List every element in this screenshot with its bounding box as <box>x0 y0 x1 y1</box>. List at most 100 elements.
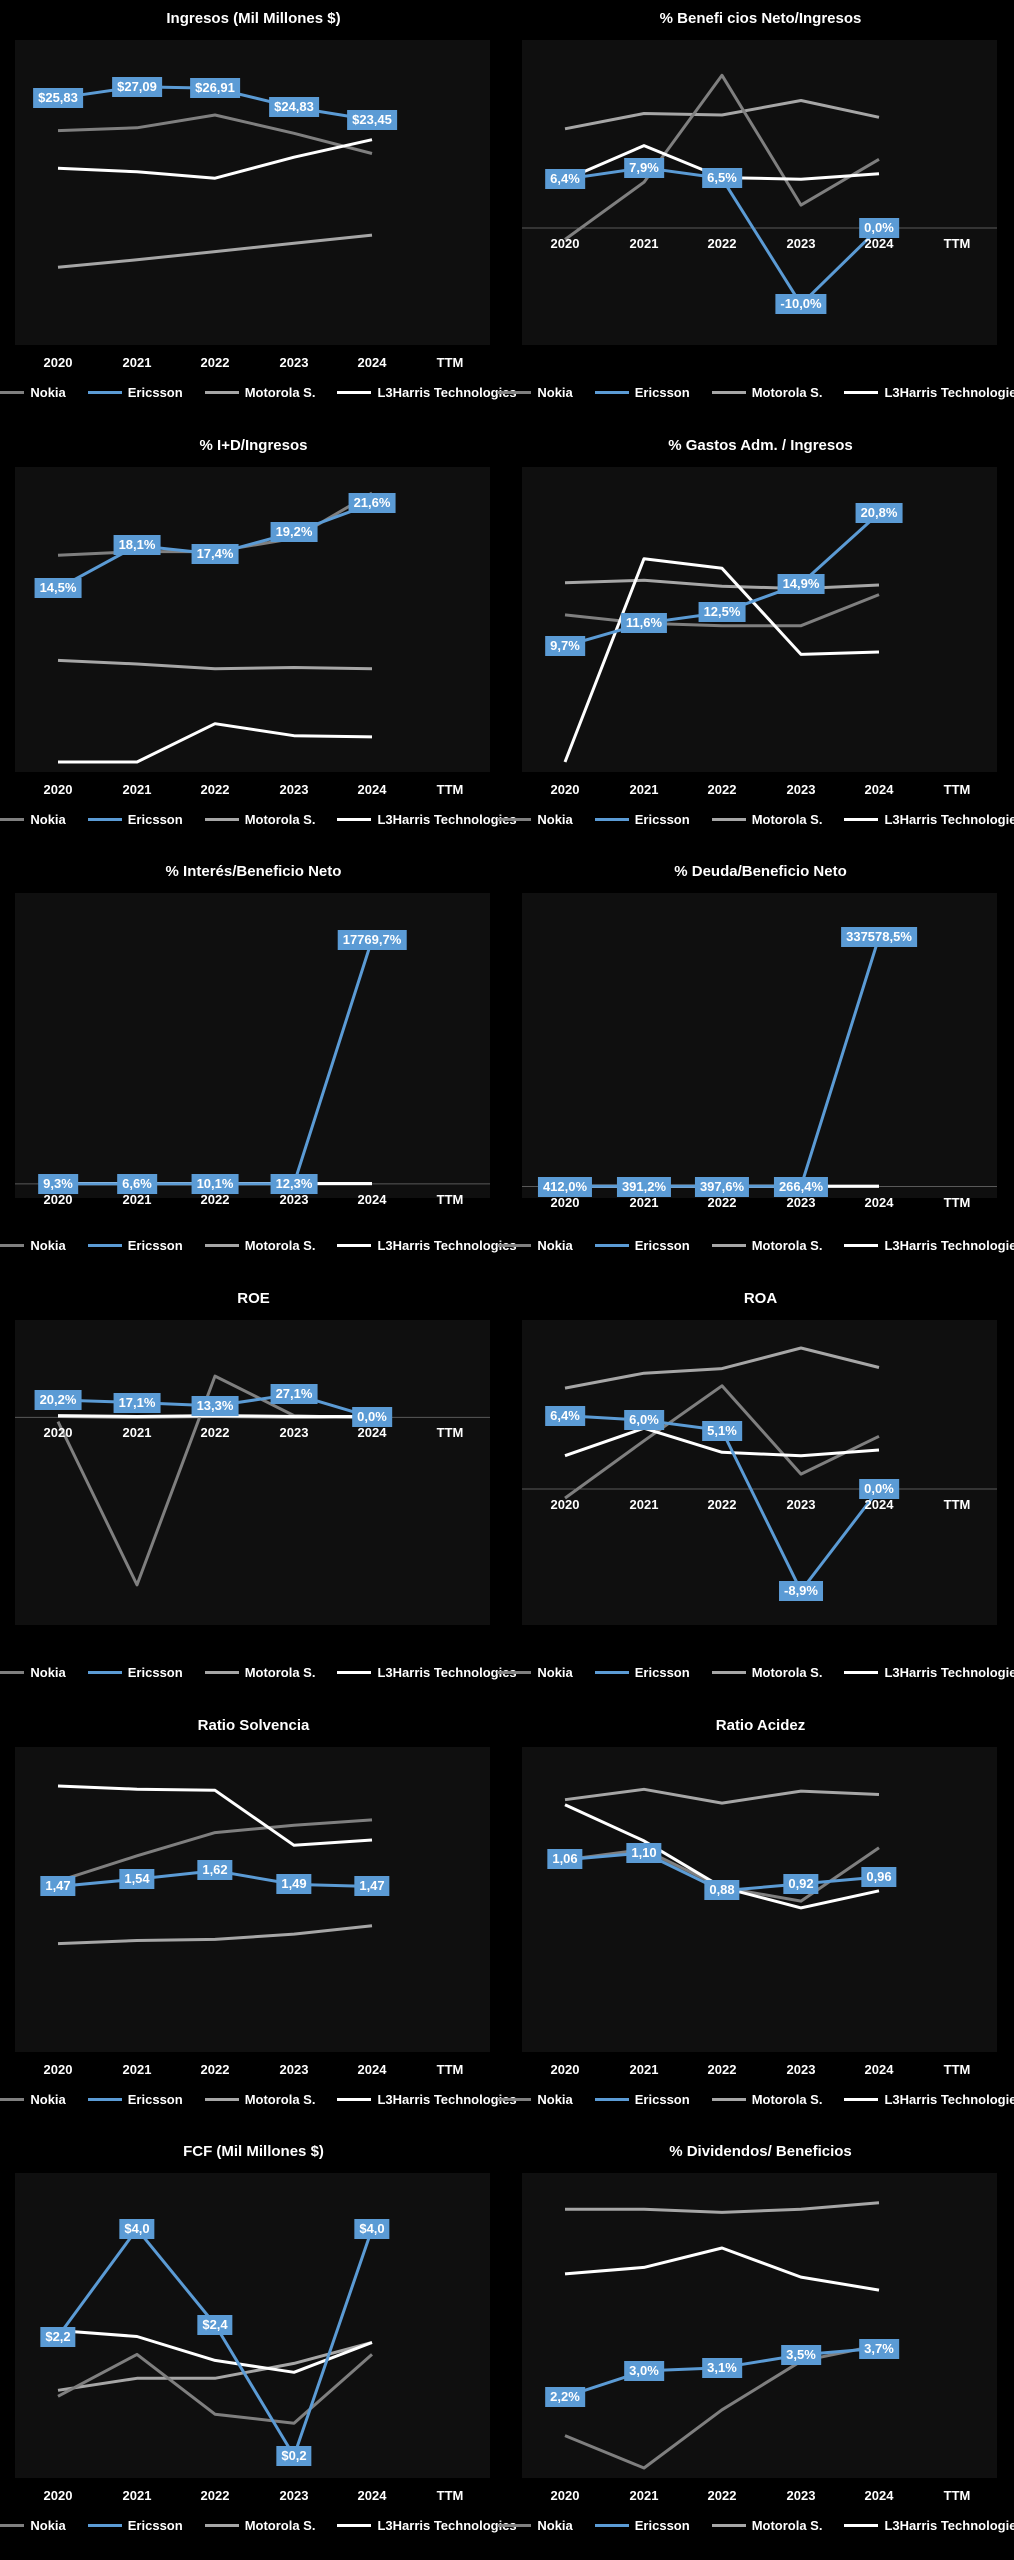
legend-swatch <box>204 391 239 394</box>
legend-label: L3Harris Technologies <box>884 385 1014 400</box>
data-label: $23,45 <box>347 110 397 131</box>
data-label: 21,6% <box>348 493 396 514</box>
series-line-motorola-s <box>57 2341 373 2393</box>
chart-svg <box>15 1374 490 1587</box>
data-label: 17769,7% <box>337 929 407 950</box>
legend-item-l3harris-technologies: L3Harris Technologies <box>844 2092 1014 2107</box>
legend-item-ericsson: Ericsson <box>87 2091 183 2107</box>
legend-swatch <box>497 1244 532 1248</box>
legend-item-nokia: Nokia <box>0 2518 66 2533</box>
x-tick-label: 2021 <box>629 1194 659 1210</box>
legend-label: Motorola S. <box>751 1238 823 1254</box>
x-tick-label: 2021 <box>629 1496 659 1512</box>
legend-swatch <box>0 2097 25 2101</box>
data-label: 3,7% <box>859 2338 899 2359</box>
legend: Nokia Ericsson Motorola S. L3Harris Technol… <box>0 811 517 827</box>
x-tick-label: 2022 <box>707 236 737 252</box>
x-tick-label: 2021 <box>122 2488 152 2504</box>
legend-label: Motorola S. <box>244 2518 316 2534</box>
series-line-motorola-s <box>564 578 880 590</box>
legend-item-motorola-s: Motorola S. <box>204 2091 316 2107</box>
legend-swatch <box>87 1671 122 1674</box>
data-label: 14,9% <box>777 573 825 594</box>
x-tick-label: 2023 <box>279 781 309 797</box>
data-label: 6,5% <box>702 168 742 189</box>
data-label: 6,4% <box>545 1405 585 1426</box>
legend-label: Nokia <box>30 1665 66 1680</box>
data-label: 1,47 <box>40 1876 76 1897</box>
x-tick-label: TTM <box>436 2488 464 2504</box>
legend-item-nokia: Nokia <box>0 385 66 400</box>
data-label: 1,62 <box>197 1860 233 1881</box>
data-label: 27,1% <box>270 1384 318 1405</box>
x-tick-label: 2023 <box>786 2488 816 2504</box>
x-tick-label: 2020 <box>43 2488 73 2504</box>
legend-item-motorola-s: Motorola S. <box>204 811 316 827</box>
legend-item-motorola-s: Motorola S. <box>204 1238 315 1253</box>
legend: Nokia Ericsson Motorola S. L3Harris Technol… <box>497 2518 1014 2534</box>
series-line-ericsson <box>57 939 374 1186</box>
legend-item-ericsson: Ericsson <box>87 1238 183 1254</box>
x-tick-label: 2022 <box>707 781 737 797</box>
legend: Nokia Ericsson Motorola S. L3Harris Technol… <box>497 1238 1014 1254</box>
legend-label: L3Harris Technologies <box>377 385 517 400</box>
chart-panel: Ingresos (Mil Millones $) $25,83 $27,09 $26… <box>0 0 517 426</box>
legend-item-ericsson: Ericsson <box>87 2518 183 2533</box>
plot-area <box>15 466 490 772</box>
x-tick-label: 2024 <box>357 1192 387 1208</box>
legend-label: Motorola S. <box>244 811 316 827</box>
legend-label: Ericsson <box>127 2091 183 2107</box>
chart-title: % Benefi cios Neto/Ingresos <box>659 10 862 27</box>
legend: Nokia Ericsson Motorola S. L3Harris Technol… <box>0 385 517 400</box>
x-tick-label: TTM <box>943 2488 971 2504</box>
legend-swatch <box>337 1671 372 1674</box>
data-label: 6,0% <box>624 1410 664 1431</box>
plot-area <box>15 2173 490 2479</box>
plot-area <box>15 1746 490 2052</box>
legend-item-ericsson: Ericsson <box>594 2092 690 2107</box>
legend-label: Nokia <box>30 811 66 827</box>
data-label: -8,9% <box>779 1580 823 1601</box>
chart-title: % Dividendos/ Beneficios <box>669 2143 852 2161</box>
data-label: 0,88 <box>704 1880 740 1901</box>
x-tick-label: 2022 <box>707 1194 737 1210</box>
x-tick-label: 2021 <box>629 2061 659 2077</box>
data-label: 1,47 <box>354 1876 390 1897</box>
legend-label: Ericsson <box>127 1238 183 1254</box>
legend-label: Motorola S. <box>244 2091 316 2107</box>
data-label: 1,49 <box>276 1874 312 1895</box>
legend-label: L3Harris Technologies <box>377 1665 517 1680</box>
x-tick-label: 2023 <box>279 2061 309 2077</box>
data-label: 337578,5% <box>841 927 917 948</box>
series-line-l3harris-technologies <box>564 1426 880 1458</box>
legend-label: L3Harris Technologies <box>884 1665 1014 1680</box>
legend-swatch <box>337 2097 372 2101</box>
x-tick-label: 2020 <box>550 781 580 797</box>
legend-swatch <box>594 391 629 394</box>
chart-panel: % Gastos Adm. / Ingresos 9,7% 11,6% 12,5% 14… <box>497 427 1014 853</box>
legend-label: Nokia <box>537 2518 573 2534</box>
legend-swatch <box>497 817 532 821</box>
legend-label: Motorola S. <box>244 385 316 400</box>
x-tick-label: 2023 <box>279 2488 309 2504</box>
legend-label: Nokia <box>537 385 573 400</box>
data-label: 18,1% <box>113 535 161 556</box>
legend-label: Nokia <box>30 2518 66 2534</box>
series-line-l3harris-technologies <box>58 721 373 764</box>
data-label: 9,7% <box>545 635 585 656</box>
legend-swatch <box>497 391 532 394</box>
data-label: 0,92 <box>783 1873 819 1894</box>
x-tick-label: 2022 <box>200 2488 230 2504</box>
legend-label: L3Harris Technologies <box>377 1238 517 1254</box>
data-label: 6,6% <box>117 1174 157 1195</box>
x-tick-label: 2022 <box>200 781 230 797</box>
legend-item-l3harris-technologies: L3Harris Technologies <box>844 1665 1014 1680</box>
x-tick-label: 2021 <box>122 781 152 797</box>
chart-panel: ROE 20,2% 17,1% 13,3% 27,1% 0,0% 2020 2021 2022 2… <box>0 1280 517 1706</box>
chart-svg <box>522 936 997 1189</box>
x-tick-label: 2020 <box>43 355 73 370</box>
data-label: $4,0 <box>119 2219 155 2240</box>
x-tick-label: 2024 <box>357 2488 387 2504</box>
series-line-nokia <box>57 113 373 155</box>
legend-swatch <box>337 1244 372 1248</box>
